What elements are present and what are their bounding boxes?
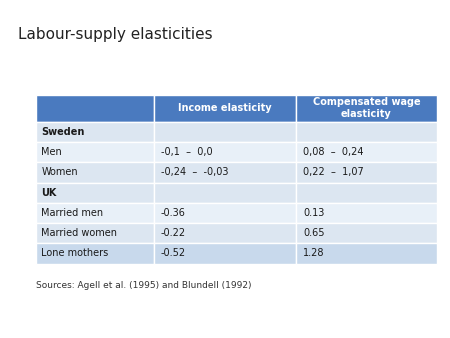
Bar — [36, 203, 154, 223]
Bar — [154, 162, 297, 183]
Text: -0,24  –  -0,03: -0,24 – -0,03 — [161, 167, 229, 177]
Bar — [297, 243, 436, 264]
Bar — [154, 243, 297, 264]
Bar — [36, 142, 154, 162]
Bar — [154, 203, 297, 223]
Text: 0.65: 0.65 — [303, 228, 324, 238]
Bar — [297, 183, 436, 203]
Bar — [297, 142, 436, 162]
Text: -0.36: -0.36 — [161, 208, 186, 218]
Text: 0,08  –  0,24: 0,08 – 0,24 — [303, 147, 364, 157]
Bar — [36, 95, 154, 122]
Text: Women: Women — [41, 167, 78, 177]
Bar — [154, 223, 297, 243]
Text: Men: Men — [41, 147, 62, 157]
Bar — [36, 122, 154, 142]
Text: Income elasticity: Income elasticity — [178, 103, 272, 113]
Bar — [36, 223, 154, 243]
Bar — [36, 162, 154, 183]
Bar — [297, 162, 436, 183]
Text: -0,1  –  0,0: -0,1 – 0,0 — [161, 147, 212, 157]
Text: Lone mothers: Lone mothers — [41, 248, 108, 259]
Bar — [297, 223, 436, 243]
Bar — [154, 95, 297, 122]
Text: Sweden: Sweden — [41, 127, 85, 137]
Text: -0.22: -0.22 — [161, 228, 186, 238]
Text: 0.13: 0.13 — [303, 208, 324, 218]
Text: Married men: Married men — [41, 208, 104, 218]
Text: -0.52: -0.52 — [161, 248, 186, 259]
Text: Compensated wage
elasticity: Compensated wage elasticity — [313, 97, 420, 119]
Bar — [297, 203, 436, 223]
Text: Labour-supply elasticities: Labour-supply elasticities — [18, 27, 212, 42]
Bar — [297, 122, 436, 142]
Bar — [36, 183, 154, 203]
Text: UK: UK — [41, 188, 57, 198]
Text: 0,22  –  1,07: 0,22 – 1,07 — [303, 167, 364, 177]
Bar — [154, 122, 297, 142]
Bar — [297, 95, 436, 122]
Bar — [154, 183, 297, 203]
Text: Married women: Married women — [41, 228, 117, 238]
Bar — [154, 142, 297, 162]
Text: 1.28: 1.28 — [303, 248, 324, 259]
Bar — [36, 243, 154, 264]
Text: Sources: Agell et al. (1995) and Blundell (1992): Sources: Agell et al. (1995) and Blundel… — [36, 281, 252, 290]
